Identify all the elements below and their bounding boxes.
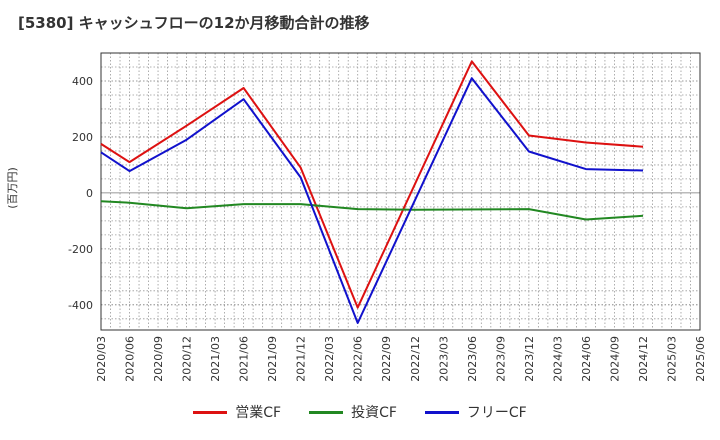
x-tick-label: 2020/06 (124, 336, 137, 382)
legend-item-investing-cf: 投資CF (309, 402, 397, 422)
x-tick-label: 2025/03 (665, 336, 678, 382)
x-tick-label: 2020/12 (181, 336, 194, 382)
legend-swatch-operating-cf (193, 410, 228, 414)
series-line-営業CF (100, 60, 644, 309)
y-tick-label: -200 (68, 243, 93, 256)
legend-swatch-investing-cf (309, 410, 344, 414)
chart-title: [5380] キャッシュフローの12か月移動合計の推移 (18, 14, 370, 32)
x-tick-label: 2021/12 (295, 336, 308, 382)
x-tick-label: 2023/06 (466, 336, 479, 382)
x-tick-label: 2020/09 (152, 336, 165, 382)
legend-label-free-cf: フリーCF (466, 405, 527, 421)
legend-label-investing-cf: 投資CF (351, 405, 397, 421)
x-tick-label: 2020/03 (95, 336, 108, 382)
x-tick-label: 2025/06 (694, 336, 707, 382)
legend-swatch-free-cf (424, 410, 459, 414)
x-tick-label: 2024/12 (637, 336, 650, 382)
y-tick-label: 400 (72, 75, 93, 88)
y-tick-label: 200 (72, 131, 93, 144)
y-tick-label: -400 (68, 299, 93, 312)
legend: 営業CF 投資CF フリーCF (0, 402, 720, 422)
legend-item-operating-cf: 営業CF (193, 402, 281, 422)
x-tick-label: 2021/03 (209, 336, 222, 382)
plot-frame (100, 52, 701, 331)
x-tick-label: 2022/09 (380, 336, 393, 382)
x-tick-label: 2023/12 (523, 336, 536, 382)
x-tick-label: 2021/06 (238, 336, 251, 382)
x-tick-label: 2023/03 (437, 336, 450, 382)
x-tick-label: 2022/06 (352, 336, 365, 382)
series-line-投資CF (100, 200, 644, 221)
legend-item-free-cf: フリーCF (424, 402, 527, 422)
x-tick-label: 2022/12 (409, 336, 422, 382)
x-tick-label: 2022/03 (323, 336, 336, 382)
y-tick-label: 0 (86, 187, 93, 200)
series-line-フリーCF (100, 77, 644, 324)
x-tick-label: 2024/09 (608, 336, 621, 382)
x-tick-label: 2021/09 (266, 336, 279, 382)
legend-label-operating-cf: 営業CF (235, 405, 282, 421)
x-tick-label: 2024/06 (580, 336, 593, 382)
x-tick-label: 2023/09 (494, 336, 507, 382)
x-tick-label: 2024/03 (551, 336, 564, 382)
